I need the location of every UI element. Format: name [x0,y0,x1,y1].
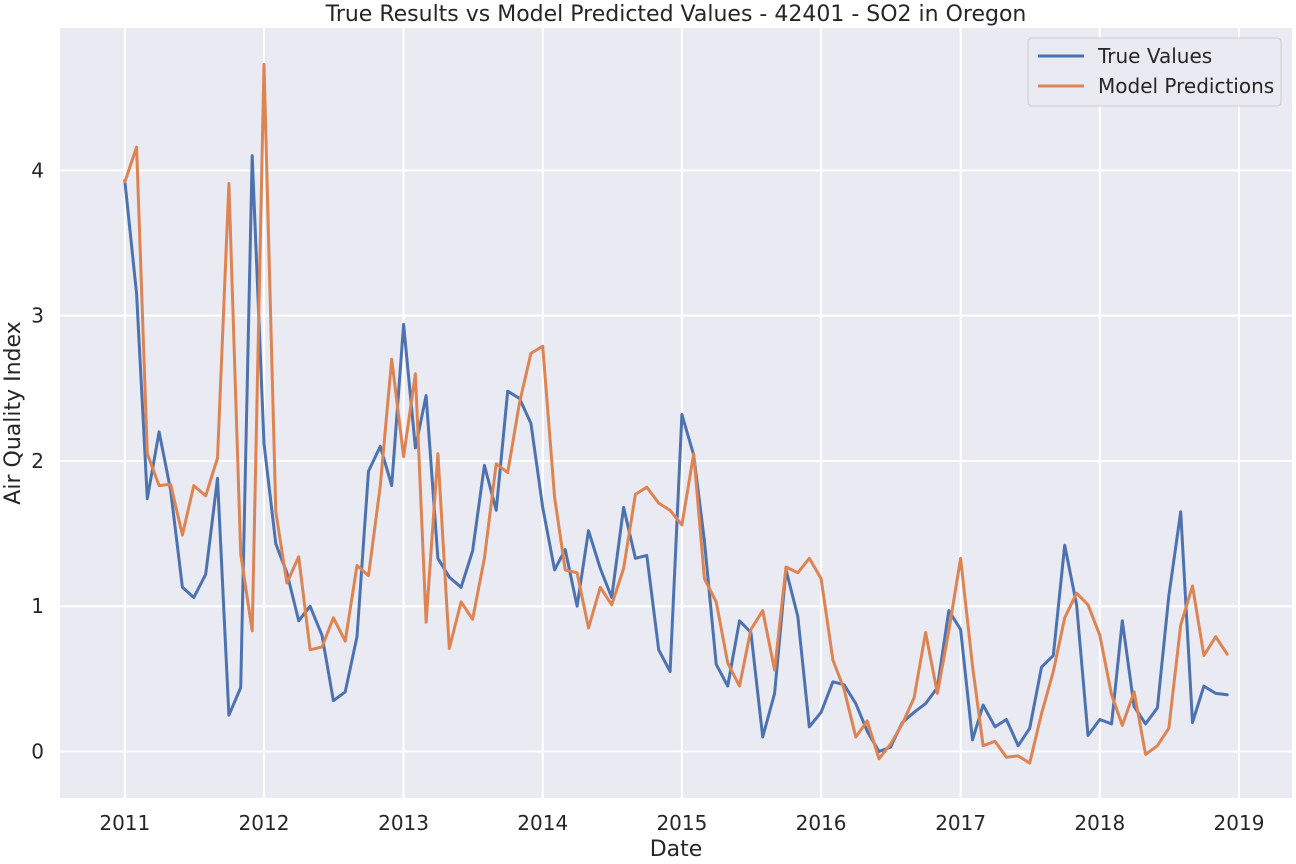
x-tick-label-2012: 2012 [239,811,290,835]
y-axis-label: Air Quality Index [1,321,26,504]
x-tick-label-2011: 2011 [99,811,150,835]
y-tick-label-0: 0 [31,740,44,764]
plot-area [60,28,1292,798]
x-tick-label-2019: 2019 [1214,811,1265,835]
x-axis-label: Date [650,837,703,862]
y-tick-label-4: 4 [31,158,44,182]
y-tick-label-3: 3 [31,304,44,328]
x-gridlines [123,28,1240,798]
legend-box [1027,37,1282,107]
y-tick-labels: 0 1 2 3 4 [31,158,44,763]
series-line-true-values [123,154,1229,753]
x-tick-labels: 2011 2012 2013 2014 2015 2016 2017 2018 2019 [99,811,1264,835]
x-tick-label-2014: 2014 [517,811,568,835]
x-tick-label-2016: 2016 [796,811,847,835]
legend-label-model-predictions: Model Predictions [1098,74,1274,98]
legend: True Values Model Predictions [1027,37,1282,107]
x-tick-label-2013: 2013 [378,811,429,835]
series-line-model-predictions [123,62,1229,765]
x-tick-label-2017: 2017 [935,811,986,835]
x-tick-label-2015: 2015 [656,811,707,835]
x-tick-label-2018: 2018 [1074,811,1125,835]
y-tick-label-2: 2 [31,449,44,473]
legend-label-true-values: True Values [1097,44,1212,68]
y-tick-label-1: 1 [31,594,44,618]
series-layer [123,62,1229,765]
chart-title: True Results vs Model Predicted Values -… [325,2,1027,27]
